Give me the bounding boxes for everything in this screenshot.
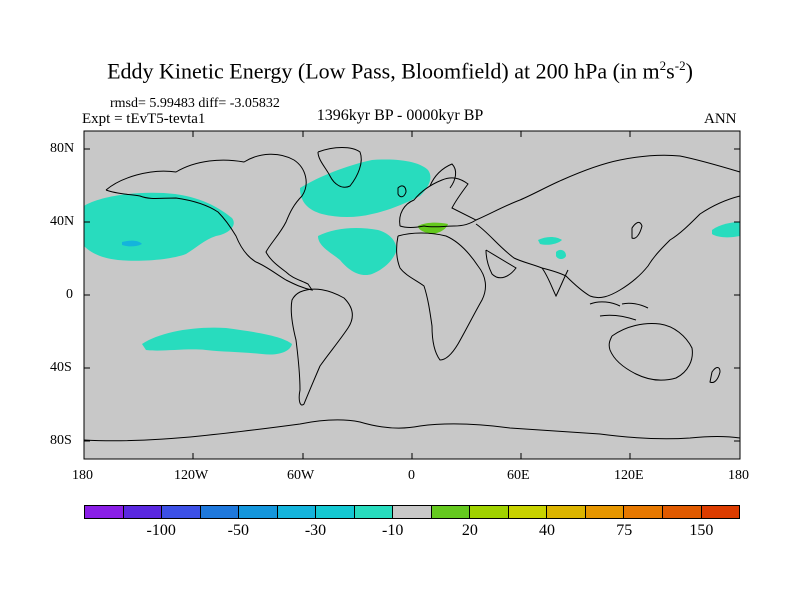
experiment-label: Expt = tEvT5-tevta1 (82, 111, 206, 127)
colorbar-label: -30 (304, 522, 327, 539)
colorbar-segment (508, 506, 548, 518)
colorbar-segment (316, 506, 355, 518)
north-pacific-core (122, 240, 142, 247)
south-america-coast (290, 288, 353, 406)
season-label: ANN (704, 111, 737, 127)
period-label: 1396kyr BP - 0000kyr BP (316, 107, 484, 124)
subtropical-atlantic-anomaly (318, 228, 397, 276)
colorbar-label: -10 (382, 522, 404, 539)
colorbar-segment (277, 506, 317, 518)
colorbar-segment (162, 506, 201, 518)
north-atlantic-anomaly (300, 159, 431, 217)
colorbar-segment (547, 506, 586, 518)
north-pacific-east-anomaly (712, 222, 740, 238)
colorbar-segment (701, 506, 740, 518)
coastlines (83, 147, 741, 442)
japan-coast (631, 221, 643, 239)
stats-line: rmsd= 5.99483 diff= -3.05832 (110, 96, 280, 111)
colorbar-label: 20 (461, 522, 478, 539)
asia-coast (475, 154, 741, 299)
axis-ticks (84, 131, 740, 459)
southeast-asia-islands (589, 301, 649, 321)
colorbar-segment (123, 506, 163, 518)
mediterranean-positive-anomaly (418, 222, 448, 234)
lat-label-80s: 80S (50, 433, 72, 448)
arabia-coast (485, 249, 517, 279)
lon-label-120e: 120E (614, 468, 644, 483)
colorbar-label: 150 (689, 522, 714, 539)
lon-label-0: 0 (408, 468, 415, 483)
antarctica-coast (83, 419, 741, 442)
colorbar-segment (470, 506, 509, 518)
lat-label-40s: 40S (50, 360, 72, 375)
lat-label-80n: 80N (50, 141, 75, 156)
central-asia-anomaly (538, 237, 562, 245)
lon-label-60e: 60E (507, 468, 530, 483)
uk-coast (397, 185, 407, 198)
lat-label-40n: 40N (50, 214, 75, 229)
colorbar-label: 75 (616, 522, 633, 539)
negative-anomaly-regions (84, 159, 740, 355)
colorbar-segment (239, 506, 278, 518)
plot-title: Eddy Kinetic Energy (Low Pass, Bloomfiel… (107, 58, 693, 84)
east-asia-anomaly (556, 249, 566, 259)
colorbar-segment (393, 506, 432, 518)
europe-coast (399, 177, 477, 228)
north-america-coast (105, 153, 314, 291)
colorbar-segment (200, 506, 240, 518)
australia-coast (608, 323, 693, 381)
lon-label-180e: 180 (728, 468, 749, 483)
colorbar-label: -100 (146, 522, 176, 539)
north-pacific-anomaly (84, 192, 234, 261)
lat-label-0: 0 (66, 287, 73, 302)
colorbar (84, 505, 740, 519)
scandinavia-coast (429, 163, 457, 189)
colorbar-label: -50 (227, 522, 250, 539)
new-zealand-coast (709, 367, 721, 383)
colorbar-label: 40 (539, 522, 556, 539)
lon-label-120w: 120W (174, 468, 209, 483)
colorbar-segment (662, 506, 702, 518)
colorbar-segment (354, 506, 394, 518)
south-pacific-anomaly (142, 327, 292, 355)
lon-label-180w: 180 (72, 468, 93, 483)
africa-coast (396, 232, 486, 361)
greenland-coast (317, 147, 362, 188)
india-coast (541, 267, 569, 298)
colorbar-segment (431, 506, 471, 518)
colorbar-segment (624, 506, 663, 518)
colorbar-segment (585, 506, 625, 518)
colorbar-segment (85, 506, 124, 518)
lon-label-60w: 60W (287, 468, 315, 483)
